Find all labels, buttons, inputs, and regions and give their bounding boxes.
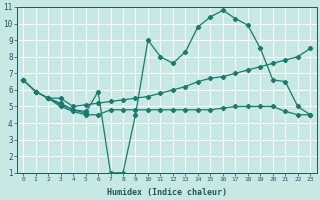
X-axis label: Humidex (Indice chaleur): Humidex (Indice chaleur) [107,188,227,197]
